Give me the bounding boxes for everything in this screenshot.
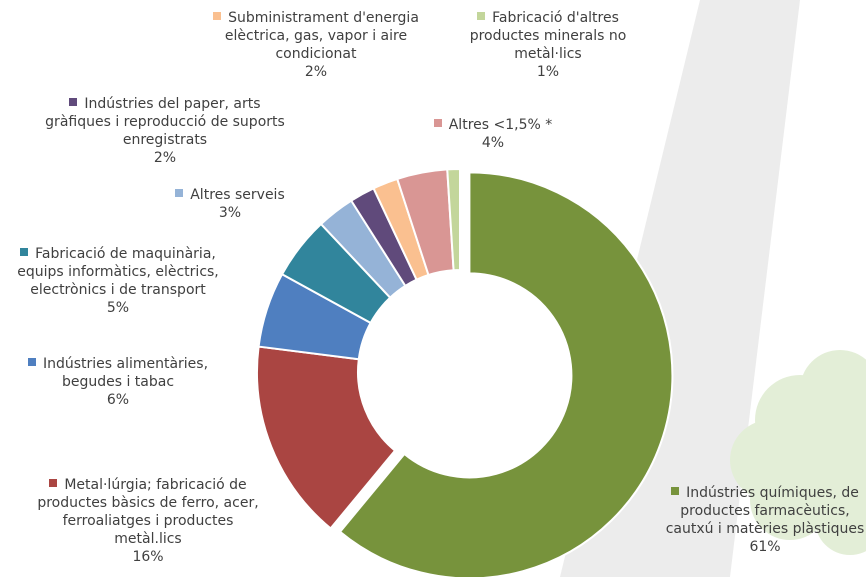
- value-label: 2%: [153, 150, 177, 166]
- label-marker: [213, 12, 222, 20]
- slice-label: Indústries alimentàries, begudes i tabac…: [13, 355, 223, 409]
- category-label: Indústries del paper, arts gràfiques i r…: [45, 96, 285, 148]
- category-label: Subministrament d'energia elèctrica, gas…: [224, 10, 419, 62]
- category-label: Fabricació d'altres productes minerals n…: [469, 10, 627, 62]
- label-marker: [49, 479, 58, 487]
- label-marker: [175, 189, 184, 197]
- label-marker: [27, 358, 36, 366]
- label-marker: [477, 12, 486, 20]
- category-label: Altres <1,5% *: [448, 117, 553, 133]
- category-label: Fabricació de maquinària, equips informà…: [17, 246, 219, 298]
- value-label: 4%: [481, 135, 505, 151]
- slice-label: Fabricació de maquinària, equips informà…: [6, 245, 231, 317]
- label-marker: [69, 98, 78, 106]
- slice-label: Altres serveis 3%: [145, 186, 315, 222]
- donut-slice: [256, 345, 397, 530]
- label-marker: [20, 248, 29, 256]
- slice-label: Indústries del paper, arts gràfiques i r…: [45, 95, 285, 167]
- value-label: 6%: [106, 392, 130, 408]
- slice-label: Subministrament d'energia elèctrica, gas…: [196, 9, 436, 81]
- slice-label: Metal·lúrgia; fabricació de productes bà…: [36, 476, 261, 566]
- slice-label: Fabricació d'altres productes minerals n…: [453, 9, 643, 81]
- slice-label: Indústries químiques, de productes farma…: [660, 484, 866, 556]
- donut-slice: [338, 171, 674, 577]
- slice-label: Altres <1,5% * 4%: [408, 116, 578, 152]
- category-label: Indústries alimentàries, begudes i tabac: [42, 356, 209, 390]
- value-label: 61%: [749, 539, 781, 555]
- value-label: 5%: [106, 300, 130, 316]
- background-tree: [730, 350, 866, 555]
- value-label: 16%: [132, 549, 164, 565]
- label-marker: [671, 487, 680, 495]
- value-label: 2%: [304, 64, 328, 80]
- value-label: 3%: [218, 205, 242, 221]
- donut-slice: [446, 167, 461, 272]
- category-label: Altres serveis: [190, 187, 285, 203]
- category-label: Indústries químiques, de productes farma…: [665, 485, 865, 537]
- value-label: 1%: [536, 64, 560, 80]
- label-marker: [433, 119, 442, 127]
- category-label: Metal·lúrgia; fabricació de productes bà…: [37, 477, 259, 547]
